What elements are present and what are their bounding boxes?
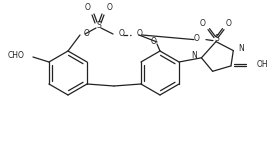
Text: O: O [226, 19, 232, 28]
Text: N: N [238, 44, 244, 53]
Text: O: O [119, 29, 125, 38]
Text: O: O [107, 4, 113, 13]
Text: O: O [200, 19, 206, 28]
Text: OH: OH [257, 60, 269, 69]
Text: S: S [97, 21, 101, 30]
Text: S: S [215, 34, 219, 43]
Text: N: N [192, 51, 197, 60]
Text: O: O [137, 29, 143, 38]
Text: O: O [151, 37, 157, 46]
Text: CHO: CHO [8, 51, 25, 60]
Text: O: O [193, 34, 199, 43]
Text: O: O [84, 29, 90, 38]
Text: O: O [85, 4, 91, 13]
